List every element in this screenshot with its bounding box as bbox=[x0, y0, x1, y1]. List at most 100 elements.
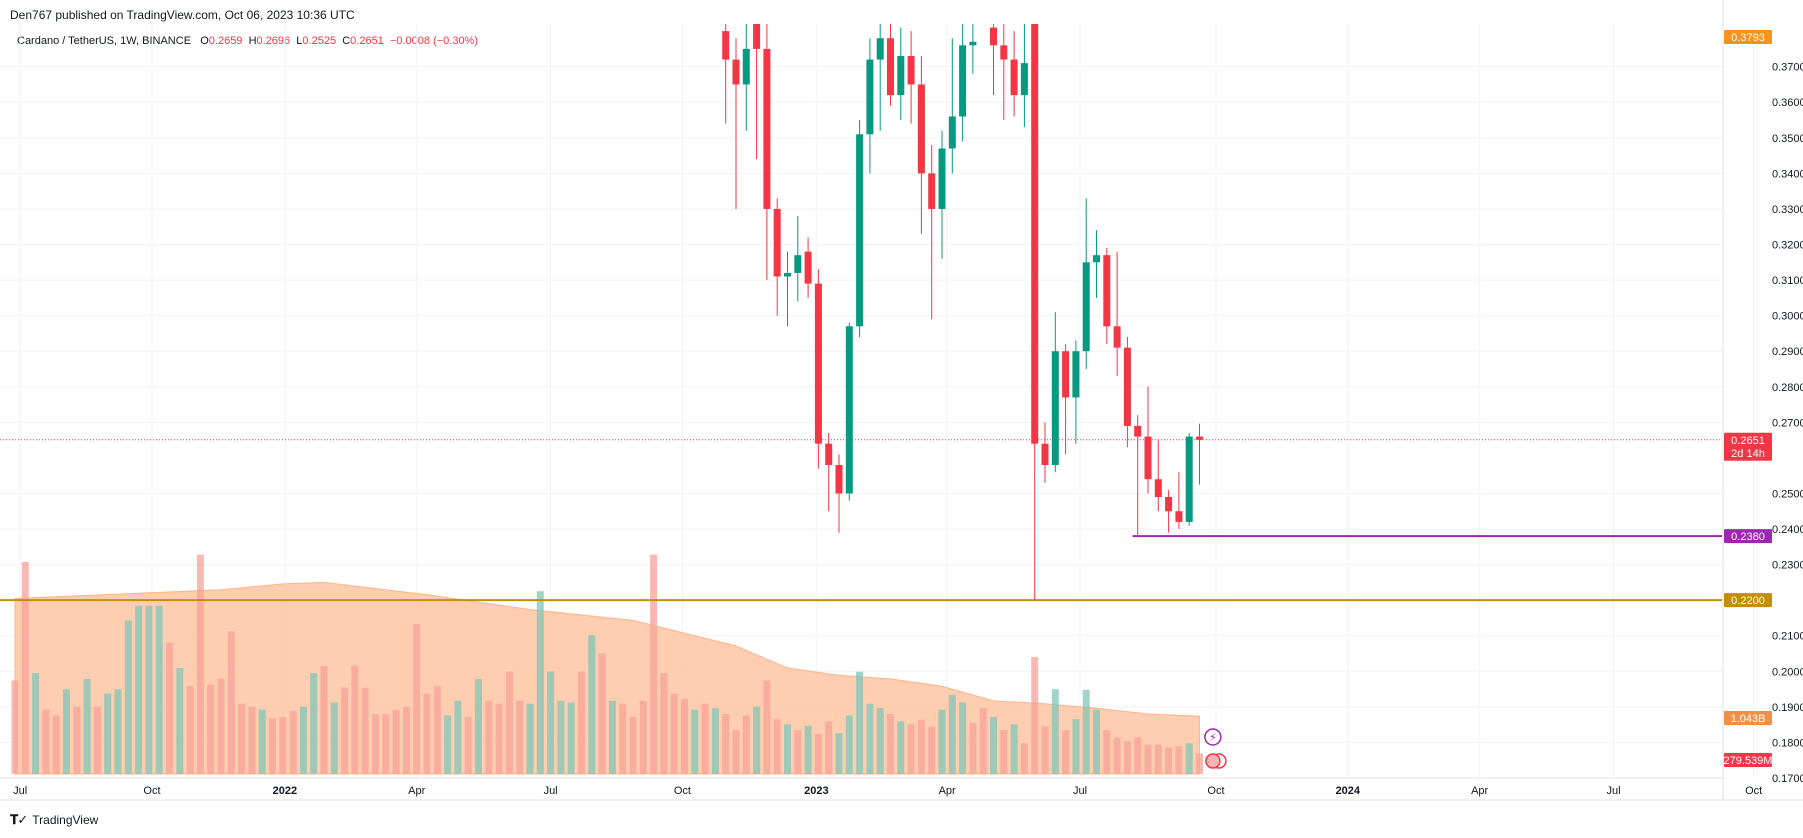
volume-bar bbox=[382, 714, 390, 774]
y-tick-label: 0.3600 bbox=[1772, 97, 1803, 109]
candle-body bbox=[907, 56, 915, 85]
volume-bar bbox=[639, 700, 647, 774]
countdown-text: 2d 14h bbox=[1731, 448, 1765, 460]
volume-bar bbox=[289, 711, 297, 774]
volume-bar bbox=[917, 719, 925, 774]
top-price-badge bbox=[1724, 30, 1772, 44]
volume-ma-badge-text: 1.043B bbox=[1731, 713, 1766, 725]
published-caption: Den767 published on TradingView.com, Oct… bbox=[10, 8, 355, 22]
candle-body bbox=[1062, 351, 1070, 398]
y-tick-label: 0.2800 bbox=[1772, 382, 1803, 394]
volume-bar bbox=[83, 678, 91, 774]
volume-bar bbox=[176, 667, 184, 774]
volume-bar bbox=[608, 700, 616, 774]
x-tick-label: Apr bbox=[1471, 785, 1488, 797]
volume-bar bbox=[1103, 730, 1111, 774]
volume-bar bbox=[402, 706, 410, 774]
candle-body bbox=[1010, 59, 1018, 96]
volume-bar bbox=[856, 671, 864, 774]
volume-bar bbox=[959, 702, 967, 774]
x-tick-label: Oct bbox=[674, 785, 691, 797]
volume-bar bbox=[93, 706, 101, 774]
top-price-badge-text: 0.3793 bbox=[1731, 32, 1765, 44]
x-tick-label: Oct bbox=[1745, 785, 1762, 797]
low-label: L bbox=[296, 35, 303, 47]
volume-bar bbox=[629, 716, 637, 774]
volume-bar bbox=[155, 605, 163, 774]
candle-body bbox=[1000, 45, 1008, 60]
y-tick-label: 0.3700 bbox=[1772, 62, 1803, 74]
volume-bar bbox=[361, 687, 369, 774]
candle-body bbox=[1031, 24, 1039, 444]
volume-bar bbox=[928, 727, 936, 774]
volume-bar bbox=[536, 591, 544, 774]
volume-bar bbox=[753, 706, 761, 774]
volume-bar bbox=[320, 665, 328, 774]
volume-bar bbox=[1010, 724, 1018, 774]
last-price-badge bbox=[1724, 432, 1772, 461]
candle-body bbox=[1154, 479, 1162, 498]
volume-bar bbox=[464, 716, 472, 774]
y-tick-label: 0.2300 bbox=[1772, 560, 1803, 572]
volume-bar bbox=[670, 693, 678, 774]
volume-bar bbox=[73, 706, 81, 774]
close-value: 0.2651 bbox=[350, 35, 384, 47]
high-value: 0.2696 bbox=[256, 35, 291, 47]
x-tick-label: Oct bbox=[143, 785, 160, 797]
volume-bar bbox=[681, 698, 688, 774]
volume-bar bbox=[351, 665, 359, 774]
y-tick-label: 0.1900 bbox=[1772, 702, 1803, 714]
candle-body bbox=[1103, 255, 1111, 327]
candle-body bbox=[835, 465, 843, 494]
candle-body bbox=[856, 134, 864, 327]
volume-bar bbox=[63, 689, 70, 774]
volume-bar bbox=[299, 706, 307, 774]
y-tick-label: 0.1800 bbox=[1772, 737, 1803, 749]
volume-bar bbox=[269, 718, 276, 774]
y-tick-label: 0.3300 bbox=[1772, 204, 1803, 216]
volume-bar bbox=[763, 680, 771, 774]
volume-bar bbox=[1062, 730, 1070, 774]
y-tick-label: 0.2500 bbox=[1772, 488, 1803, 500]
volume-bar bbox=[1000, 730, 1008, 774]
y-tick-label: 0.2100 bbox=[1772, 631, 1803, 643]
volume-bar bbox=[505, 671, 513, 774]
tradingview-logo-icon: 𝐓✓ bbox=[10, 812, 28, 827]
y-tick-label: 0.1700 bbox=[1772, 773, 1803, 785]
volume-bar bbox=[732, 730, 740, 774]
candle-body bbox=[1185, 436, 1193, 522]
y-tick-label: 0.3400 bbox=[1772, 168, 1803, 180]
volume-bar bbox=[547, 671, 555, 774]
volume-bar bbox=[495, 703, 503, 774]
volume-bar bbox=[1175, 746, 1183, 774]
candle-body bbox=[1113, 326, 1121, 348]
volume-bar bbox=[567, 702, 575, 774]
us-flag-event-icon bbox=[1205, 753, 1221, 769]
volume-bar bbox=[248, 706, 256, 774]
y-tick-label: 0.2900 bbox=[1772, 346, 1803, 358]
candle-body bbox=[866, 59, 874, 135]
volume-bar bbox=[279, 716, 287, 774]
candle-body bbox=[917, 84, 925, 174]
candle-body bbox=[938, 148, 946, 209]
x-tick-label: Jul bbox=[1607, 785, 1621, 797]
candle-body bbox=[1144, 436, 1152, 480]
candle-body bbox=[1123, 347, 1131, 426]
x-tick-label: Jul bbox=[544, 785, 558, 797]
volume-bar bbox=[238, 703, 246, 774]
x-tick-label: 2024 bbox=[1336, 785, 1361, 797]
volume-bar bbox=[887, 714, 894, 774]
volume-last-badge-text: 279.539M bbox=[1724, 755, 1773, 767]
volume-bar bbox=[804, 725, 812, 774]
x-tick-label: 2023 bbox=[804, 785, 828, 797]
open-label: O bbox=[200, 35, 209, 47]
volume-bar bbox=[825, 721, 833, 774]
candle-body bbox=[825, 443, 833, 466]
volume-bar bbox=[114, 689, 122, 774]
candle-body bbox=[969, 41, 977, 46]
volume-bar bbox=[454, 700, 462, 774]
volume-bar bbox=[166, 642, 173, 774]
volume-bar bbox=[794, 730, 802, 774]
low-value: 0.2525 bbox=[302, 35, 337, 47]
